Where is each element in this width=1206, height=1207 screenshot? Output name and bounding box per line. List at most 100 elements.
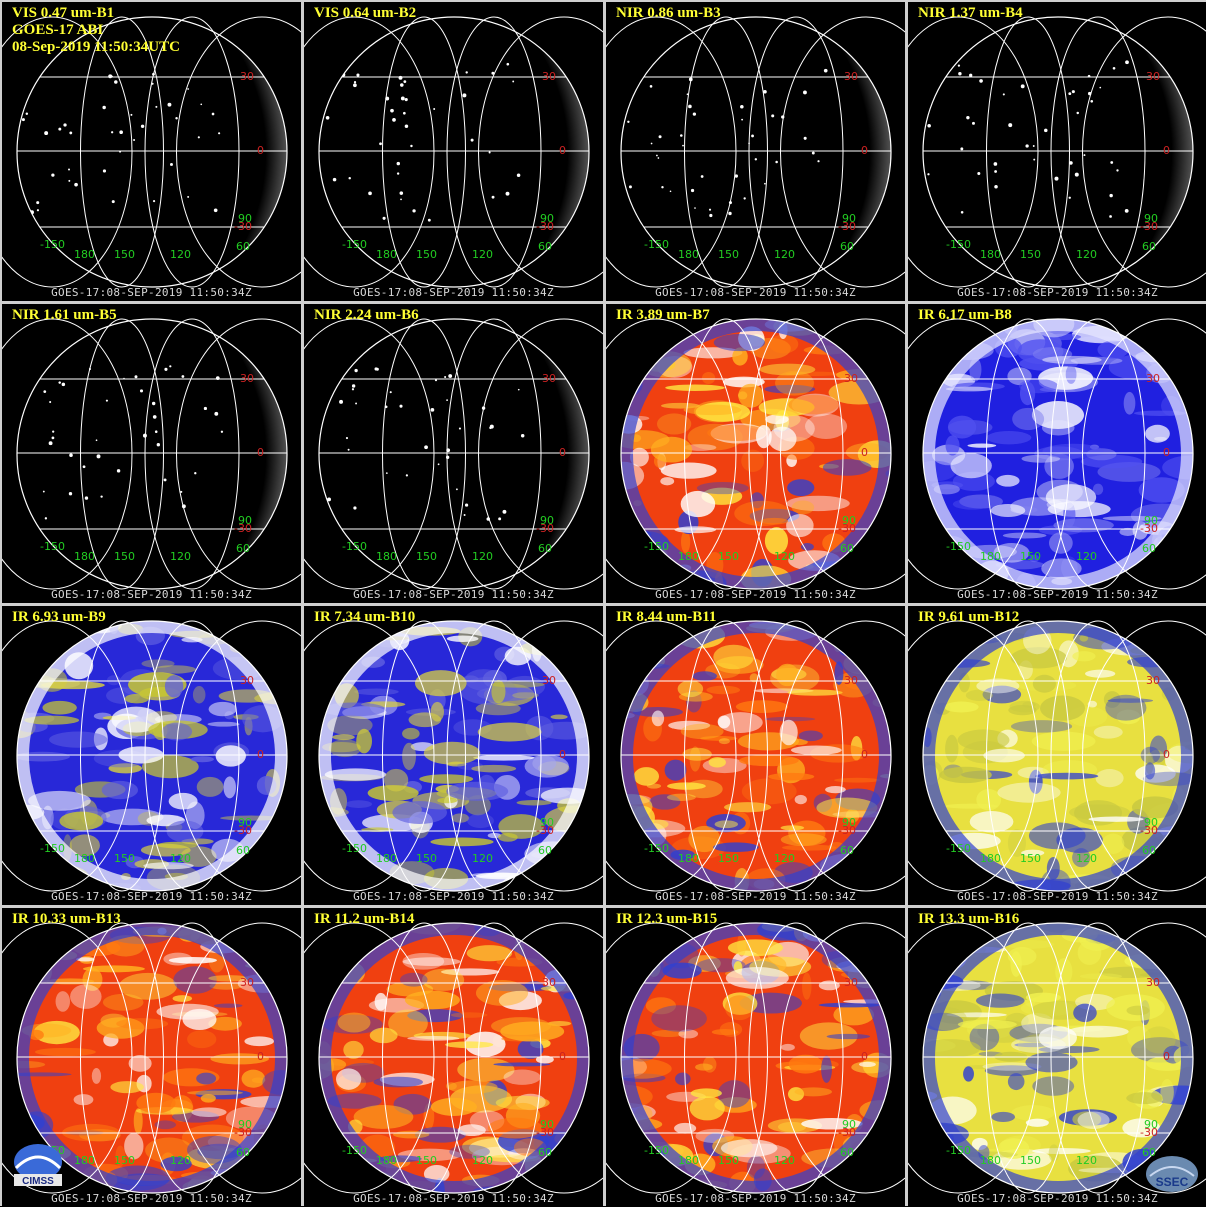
longitude-label: 120 [1076,550,1097,563]
longitude-label: 150 [416,852,437,865]
longitude-label: 60 [236,1146,250,1159]
longitude-label: 120 [472,248,493,261]
longitude-label: 60 [840,844,854,857]
band-title: IR 6.93 um-B9 [12,609,106,626]
longitude-label: 90 [540,212,554,225]
longitude-label: 90 [540,514,554,527]
band-title: NIR 0.86 um-B3 [616,5,721,22]
latitude-label: 30 [542,70,556,83]
longitude-label: 90 [540,816,554,829]
latitude-label: 0 [1163,446,1170,459]
latitude-label: 0 [257,144,264,157]
band-title: IR 11.2 um-B14 [314,911,414,928]
longitude-label: -150 [40,842,65,855]
longitude-label: 90 [842,514,856,527]
panel-timestamp: GOES-17:08-SEP-2019 11:50:34Z [304,286,603,299]
band-title: IR 7.34 um-B10 [314,609,415,626]
longitude-label: 150 [416,248,437,261]
ssec-logo: SSEC [1144,1154,1200,1194]
longitude-label: 90 [238,514,252,527]
latitude-label: 30 [844,976,858,989]
band-title: VIS 0.47 um-B1 [12,5,114,22]
panel-timestamp: GOES-17:08-SEP-2019 11:50:34Z [908,890,1206,903]
longitude-label: 120 [170,1154,191,1167]
band-title: IR 8.44 um-B11 [616,609,716,626]
svg-text:SSEC: SSEC [1156,1175,1189,1189]
longitude-label: 180 [74,852,95,865]
latitude-label: 30 [1146,70,1160,83]
latitude-label: 0 [861,748,868,761]
longitude-label: 180 [376,1154,397,1167]
longitude-label: 120 [774,1154,795,1167]
longitude-label: 60 [840,1146,854,1159]
longitude-label: 90 [842,816,856,829]
longitude-label: 180 [376,550,397,563]
panel-timestamp: GOES-17:08-SEP-2019 11:50:34Z [606,890,905,903]
longitude-label: -150 [40,540,65,553]
band-title: NIR 1.61 um-B5 [12,307,117,324]
panel-timestamp: GOES-17:08-SEP-2019 11:50:34Z [304,1192,603,1205]
longitude-label: 180 [376,852,397,865]
latitude-label: 30 [240,372,254,385]
longitude-label: 180 [678,852,699,865]
longitude-label: 150 [1020,1154,1041,1167]
latitude-label: 30 [844,674,858,687]
longitude-label: 90 [540,1118,554,1131]
longitude-label: -150 [644,238,669,251]
band-title: IR 10.33 um-B13 [12,911,121,928]
band-title: IR 6.17 um-B8 [918,307,1012,324]
latitude-label: 0 [1163,748,1170,761]
longitude-label: 60 [538,542,552,555]
band-title: IR 3.89 um-B7 [616,307,710,324]
panel-timestamp: GOES-17:08-SEP-2019 11:50:34Z [2,1192,301,1205]
panel-timestamp: GOES-17:08-SEP-2019 11:50:34Z [908,286,1206,299]
latitude-label: 0 [559,446,566,459]
panel-timestamp: GOES-17:08-SEP-2019 11:50:34Z [2,890,301,903]
latitude-label: 30 [542,976,556,989]
longitude-label: 90 [1144,514,1158,527]
longitude-label: 150 [416,1154,437,1167]
longitude-label: 150 [718,1154,739,1167]
longitude-label: 180 [376,248,397,261]
panel-timestamp: GOES-17:08-SEP-2019 11:50:34Z [304,588,603,601]
longitude-label: 120 [472,852,493,865]
latitude-label: 30 [542,674,556,687]
satellite-name: GOES-17 ABI [12,22,103,39]
latitude-label: 30 [844,372,858,385]
longitude-label: 120 [774,852,795,865]
latitude-label: 0 [559,144,566,157]
longitude-label: 120 [170,248,191,261]
longitude-label: 120 [774,248,795,261]
latitude-label: 0 [861,144,868,157]
panel-timestamp: GOES-17:08-SEP-2019 11:50:34Z [2,286,301,299]
image-datetime: 08-Sep-2019 11:50:34UTC [12,39,180,56]
latitude-label: 30 [844,70,858,83]
panel-timestamp: GOES-17:08-SEP-2019 11:50:34Z [606,286,905,299]
longitude-label: 60 [236,542,250,555]
longitude-label: 60 [538,240,552,253]
latitude-label: 30 [240,674,254,687]
latitude-label: 0 [257,748,264,761]
longitude-label: -150 [342,1144,367,1157]
longitude-label: 60 [236,844,250,857]
latitude-label: 30 [542,372,556,385]
longitude-label: -150 [342,842,367,855]
longitude-label: 90 [238,816,252,829]
panel-timestamp: GOES-17:08-SEP-2019 11:50:34Z [606,588,905,601]
band-title: NIR 1.37 um-B4 [918,5,1023,22]
